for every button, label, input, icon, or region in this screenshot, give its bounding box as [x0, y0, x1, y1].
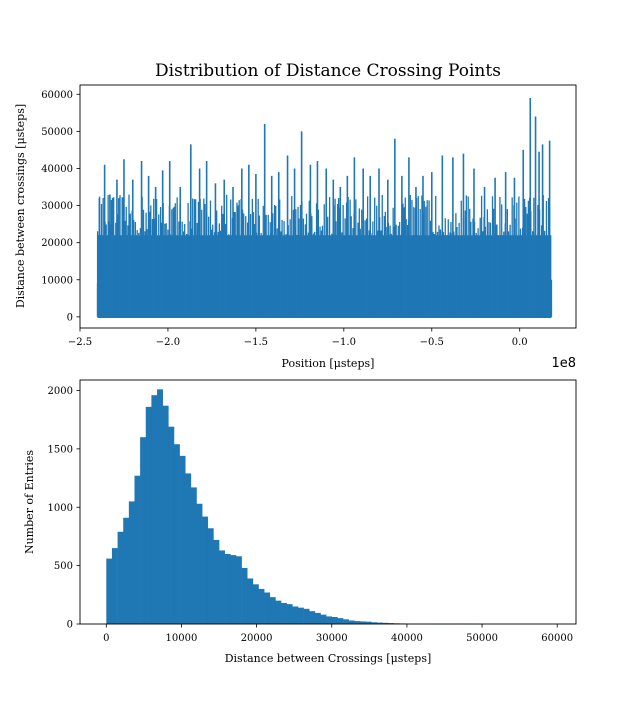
top-x-tick-label: 0.0 [512, 337, 528, 348]
top-chart-y-ticks: 0 10000 20000 30000 40000 50000 60000 [41, 90, 80, 323]
histogram-bar [264, 592, 271, 624]
histogram-bar [281, 602, 287, 624]
histogram-bar [326, 616, 333, 624]
bottom-x-tick-label: 20000 [241, 633, 273, 644]
top-y-tick-label: 0 [67, 312, 73, 323]
histogram-bar [382, 622, 389, 624]
bottom-chart-x-label: Distance between Crossings [μsteps] [225, 652, 432, 665]
bottom-y-tick-label: 1000 [48, 503, 73, 514]
histogram-bar [151, 395, 158, 624]
histogram-bar [185, 473, 192, 624]
histogram-bar [297, 607, 304, 624]
top-chart-frame [79, 84, 577, 329]
histogram-bar [241, 567, 248, 624]
histogram-bar [269, 597, 276, 624]
histogram-bar [202, 516, 209, 624]
histogram-bar [309, 611, 316, 624]
histogram-bar [168, 426, 175, 624]
top-y-tick-label: 60000 [41, 90, 73, 101]
top-y-tick-label: 20000 [41, 238, 73, 249]
top-chart-series [96, 97, 553, 318]
histogram-bar [157, 389, 163, 624]
top-y-tick-label: 40000 [41, 164, 73, 175]
top-x-tick-label: −1.5 [244, 337, 268, 348]
bottom-y-tick-label: 500 [54, 561, 73, 572]
histogram-bar [207, 528, 214, 624]
histogram-bar [314, 612, 321, 624]
histogram-bar [388, 623, 395, 624]
histogram-bar [337, 618, 344, 624]
histogram-bar [365, 621, 372, 624]
bottom-x-tick-label: 40000 [391, 633, 423, 644]
histogram-bar [371, 622, 378, 624]
bottom-y-tick-label: 2000 [48, 386, 73, 397]
histogram-bar [275, 600, 282, 624]
histogram-bar [343, 619, 349, 624]
top-chart-title: Distribution of Distance Crossing Points [155, 61, 501, 81]
top-x-tick-label: −2.0 [156, 337, 180, 348]
top-y-tick-label: 30000 [41, 201, 73, 212]
histogram-bar [134, 475, 141, 624]
histogram-bar [292, 606, 299, 624]
histogram-bar [106, 558, 113, 624]
histogram-bar [247, 578, 254, 624]
bottom-y-tick-label: 0 [67, 620, 73, 631]
histogram-bar [145, 406, 152, 624]
histogram-bar [354, 621, 361, 624]
histogram-bar [252, 584, 259, 624]
bottom-chart-frame [79, 379, 577, 625]
histogram-bar [348, 620, 355, 624]
histogram-bar [111, 548, 118, 624]
histogram-bar [331, 616, 338, 624]
histogram-bar [235, 556, 242, 624]
histogram-bar [173, 444, 180, 624]
top-x-tick-label: −0.5 [420, 337, 444, 348]
bottom-y-tick-label: 1500 [48, 444, 73, 455]
top-x-tick-label: −2.5 [68, 337, 92, 348]
histogram-bar [219, 550, 225, 624]
top-chart-x-label: Position [μsteps] [282, 357, 375, 370]
bottom-chart-x-ticks: 0 10000 20000 30000 40000 50000 60000 [103, 624, 573, 644]
bottom-chart-y-ticks: 0 500 1000 1500 2000 [48, 386, 80, 631]
top-x-tick-label: −1.0 [332, 337, 356, 348]
bottom-x-tick-label: 30000 [316, 633, 348, 644]
histogram-bar [359, 621, 366, 624]
histogram-bar [190, 487, 197, 624]
histogram-bar [376, 622, 383, 624]
top-y-tick-label: 50000 [41, 127, 73, 138]
histogram-bar [117, 531, 124, 624]
histogram-bar [128, 501, 135, 624]
histogram-bar [286, 604, 293, 624]
top-chart-y-label: Distance between crossings [μsteps] [14, 104, 27, 308]
histogram-bar [258, 588, 265, 624]
histogram-bar [224, 553, 231, 624]
bottom-x-tick-label: 10000 [166, 633, 198, 644]
histogram-bar [230, 555, 237, 624]
histogram-bar [320, 614, 327, 624]
bottom-x-tick-label: 50000 [466, 633, 498, 644]
histogram-bar [179, 455, 186, 624]
top-chart-x-offset: 1e8 [551, 356, 576, 371]
histogram-bar [123, 517, 130, 624]
top-y-tick-label: 10000 [41, 275, 73, 286]
histogram-bar [213, 539, 220, 624]
bottom-chart-y-label: Number of Entries [23, 450, 36, 554]
histogram-bar [140, 437, 147, 624]
histogram-bar [196, 503, 203, 624]
bottom-x-tick-label: 60000 [541, 633, 573, 644]
histogram-bar [303, 608, 310, 624]
top-chart-x-ticks: −2.5 −2.0 −1.5 −1.0 −0.5 0.0 [68, 328, 528, 348]
histogram-bar [162, 405, 169, 624]
bottom-chart-bars [106, 389, 485, 625]
bottom-x-tick-label: 0 [103, 633, 109, 644]
